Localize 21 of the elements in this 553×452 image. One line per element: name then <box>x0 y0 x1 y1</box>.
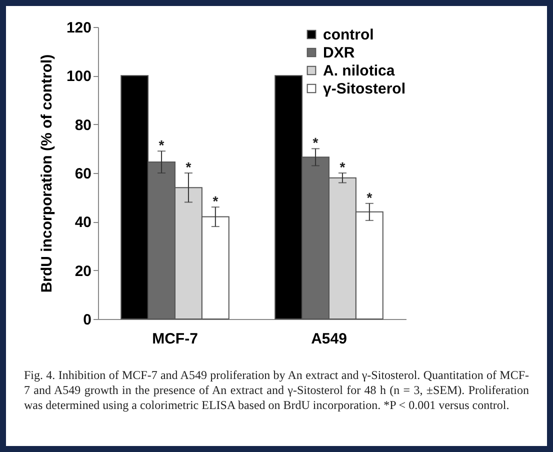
data-label: * <box>158 137 165 154</box>
legend-label: A. nilotica <box>323 62 396 80</box>
y-tick-label: 0 <box>83 312 92 328</box>
x-tick-label: MCF-7 <box>152 330 198 348</box>
data-label: * <box>340 159 346 175</box>
data-label: * <box>186 159 192 175</box>
y-tick-label: 80 <box>74 116 92 134</box>
data-label: * <box>366 189 373 206</box>
y-tick-label: 40 <box>74 214 92 232</box>
x-tick-label: A549 <box>311 330 347 348</box>
legend-label: control <box>323 26 374 44</box>
y-tick-label: 120 <box>66 20 92 36</box>
legend-label: γ-Sitosterol <box>323 80 406 98</box>
data-label: * <box>312 134 319 151</box>
y-tick-label: 20 <box>74 262 92 280</box>
y-axis-title: BrdU incorporation (% of control) <box>38 54 56 293</box>
legend-label: DXR <box>323 44 355 62</box>
caption: Fig. 4. Inhibition of MCF-7 and A549 proliferation by An extract and γ-Sitosterol. Quantitation of MCF-7 and A549 growth in the presence of An extract and γ-Sitosterol for 48 h (n = 3, ±SEM). Proliferation was determined using a colorimetric ELISA based on BrdU incorporation. *P < 0.001 versus control. <box>24 368 529 413</box>
data-label: * <box>212 193 219 210</box>
y-tick-label: 60 <box>74 166 92 182</box>
y-tick-label: 100 <box>66 68 92 86</box>
